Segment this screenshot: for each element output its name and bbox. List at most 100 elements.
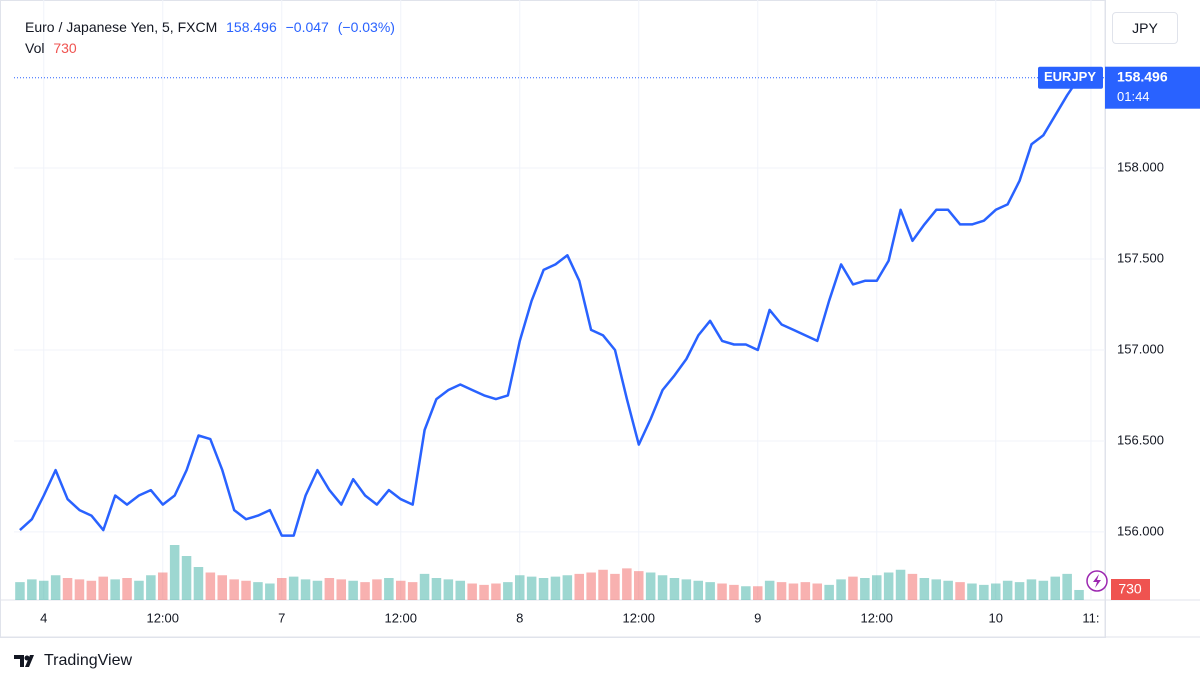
y-tick-label: 157.500	[1117, 250, 1164, 265]
volume-bar	[372, 579, 382, 600]
x-tick-label: 8	[516, 610, 523, 625]
volume-bar	[229, 579, 239, 600]
volume-bar	[657, 575, 668, 600]
volume-row: Vol 730	[25, 38, 400, 59]
y-tick-label: 158.000	[1117, 159, 1164, 174]
volume-badge	[1111, 579, 1150, 600]
volume-bar	[574, 573, 585, 600]
volume-bar	[205, 572, 216, 600]
volume-bar	[27, 579, 37, 600]
volume-bar	[312, 580, 323, 600]
volume-bar	[919, 578, 930, 600]
volume-bar	[407, 582, 418, 600]
symbol: Euro / Japanese Yen, 5, FXCM	[25, 19, 218, 35]
volume-bar	[752, 586, 763, 600]
volume-bar	[979, 584, 989, 600]
x-tick-label: 9	[754, 610, 761, 625]
volume-bar	[110, 579, 120, 600]
volume-bar	[824, 584, 834, 600]
price-line	[19, 77, 1081, 537]
volume-bar	[384, 578, 394, 600]
volume-bar	[157, 572, 168, 600]
volume-bar	[38, 580, 49, 600]
volume-badge-value: 730	[1118, 581, 1142, 597]
volume-bar	[895, 569, 906, 600]
x-tick-label: 7	[278, 610, 285, 625]
volume-bar	[300, 579, 311, 600]
price-badge	[1105, 66, 1200, 109]
volume-bar	[276, 578, 287, 600]
x-tick-label: 12:00	[860, 610, 893, 625]
volume-bar	[586, 572, 596, 600]
volume-bar	[788, 583, 799, 600]
volume-bar	[645, 572, 656, 600]
volume-bar	[741, 586, 751, 600]
volume-bar	[288, 576, 299, 600]
volume-bar	[50, 575, 61, 600]
volume-bar	[181, 556, 192, 600]
volume-bar	[871, 575, 882, 600]
currency-button[interactable]: JPY	[1112, 12, 1178, 44]
volume-bar	[764, 580, 775, 600]
volume-bar	[241, 580, 251, 600]
volume-bar	[324, 578, 335, 600]
volume-bar	[217, 575, 228, 600]
volume-bar	[550, 576, 561, 600]
volume-bar	[514, 575, 525, 600]
volume-bar	[193, 567, 204, 600]
volume-bar	[1062, 573, 1072, 600]
volume-bar	[669, 578, 680, 600]
symbol-row: Euro / Japanese Yen, 5, FXCM 158.496 −0.…	[25, 17, 400, 38]
brand: TradingView	[14, 652, 132, 670]
volume-bar	[931, 579, 942, 600]
volume-bar	[562, 575, 573, 600]
volume-bar	[693, 580, 704, 600]
volume-bar	[717, 583, 727, 600]
volume-last: 730	[53, 40, 77, 56]
series-badge	[1038, 66, 1103, 89]
volume-bar	[812, 583, 823, 600]
volume-bar	[848, 576, 858, 600]
volume-bar	[395, 580, 406, 600]
volume-bar	[419, 573, 430, 600]
volume-bar	[800, 582, 811, 600]
x-tick-label: 12:00	[622, 610, 655, 625]
volume-bar	[943, 580, 953, 600]
volume-bar	[360, 582, 370, 600]
volume-bar	[681, 579, 692, 600]
volume-bar	[622, 568, 632, 600]
volume-bar	[1014, 582, 1025, 600]
last-price: 158.496	[226, 19, 277, 35]
volume-bar	[836, 579, 846, 600]
volume-bar	[907, 573, 918, 600]
volume-bar	[1074, 589, 1084, 600]
volume-bar	[134, 580, 144, 600]
volume-bar	[455, 580, 466, 600]
volume-bar	[705, 582, 715, 600]
countdown: 01:44	[1117, 89, 1150, 104]
volume-bar	[776, 582, 787, 600]
volume-bar	[86, 580, 97, 600]
volume-bar	[98, 576, 109, 600]
alert-bolt	[1093, 574, 1101, 588]
y-tick-label: 156.000	[1117, 523, 1164, 538]
x-tick-label: 4	[40, 610, 47, 625]
volume-bar	[610, 573, 620, 600]
volume-bar	[1050, 576, 1061, 600]
volume-bar	[491, 583, 501, 600]
volume-bar	[1038, 580, 1049, 600]
change-pct: (−0.03%)	[337, 19, 395, 35]
plot-frame	[0, 0, 1106, 638]
volume-bar	[265, 583, 275, 600]
volume-bar	[990, 583, 1001, 600]
volume-bar	[633, 571, 644, 600]
volume-bar	[62, 578, 73, 600]
volume-bar	[598, 569, 608, 600]
brand-name: TradingView	[44, 652, 133, 669]
volume-bar	[883, 572, 894, 600]
volume-bar	[1002, 580, 1013, 600]
volume-bar	[1026, 579, 1037, 600]
volume-bar	[169, 545, 180, 600]
volume-bar	[443, 579, 454, 600]
